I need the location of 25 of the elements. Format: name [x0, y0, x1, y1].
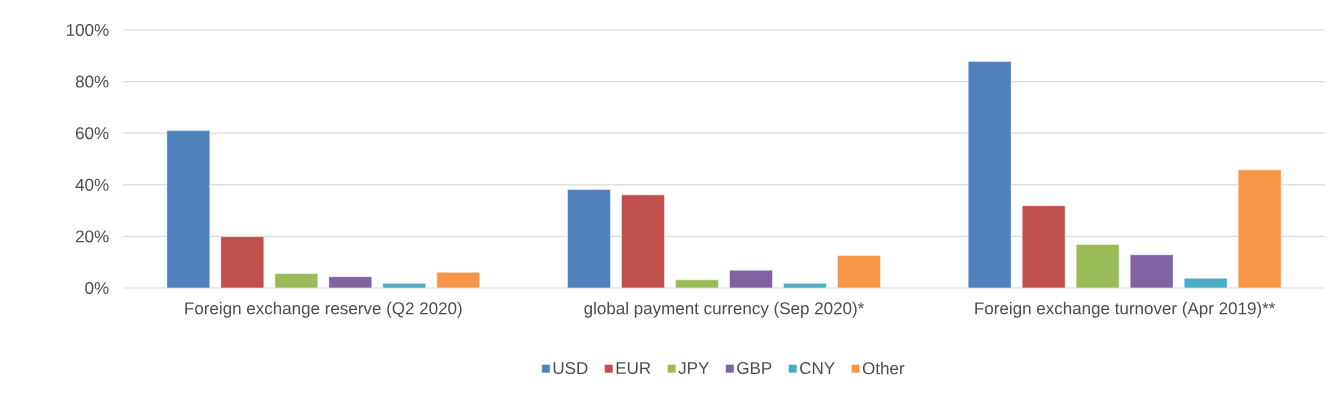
bar — [837, 255, 881, 288]
bar — [967, 61, 1012, 288]
y-tick-label: 0% — [85, 281, 109, 295]
bar — [1237, 169, 1282, 288]
bar — [567, 189, 611, 288]
bar — [621, 194, 665, 288]
x-tick-label: Foreign exchange turnover (Apr 2019)** — [975, 301, 1276, 318]
legend-label: USD — [553, 362, 588, 375]
bar — [1129, 254, 1174, 288]
bar — [1021, 205, 1066, 288]
y-tick-label: 80% — [75, 75, 109, 88]
legend-label: EUR — [616, 362, 651, 375]
legend-label: GBP — [737, 362, 772, 375]
y-tick-label: 100% — [66, 23, 109, 37]
x-tick-label: Foreign exchange reserve (Q2 2020) — [185, 301, 462, 318]
legend-label: Other — [862, 361, 905, 375]
x-tick-label: global payment currency (Sep 2020)* — [584, 301, 864, 318]
y-tick-label: 20% — [75, 230, 109, 243]
bar — [220, 236, 265, 288]
legend-label: JPY — [678, 362, 709, 375]
y-tick-label: 40% — [75, 178, 109, 191]
bar — [1075, 244, 1120, 288]
legend-label: CNY — [800, 362, 835, 375]
bar — [166, 130, 211, 288]
y-tick-label: 60% — [75, 127, 109, 140]
